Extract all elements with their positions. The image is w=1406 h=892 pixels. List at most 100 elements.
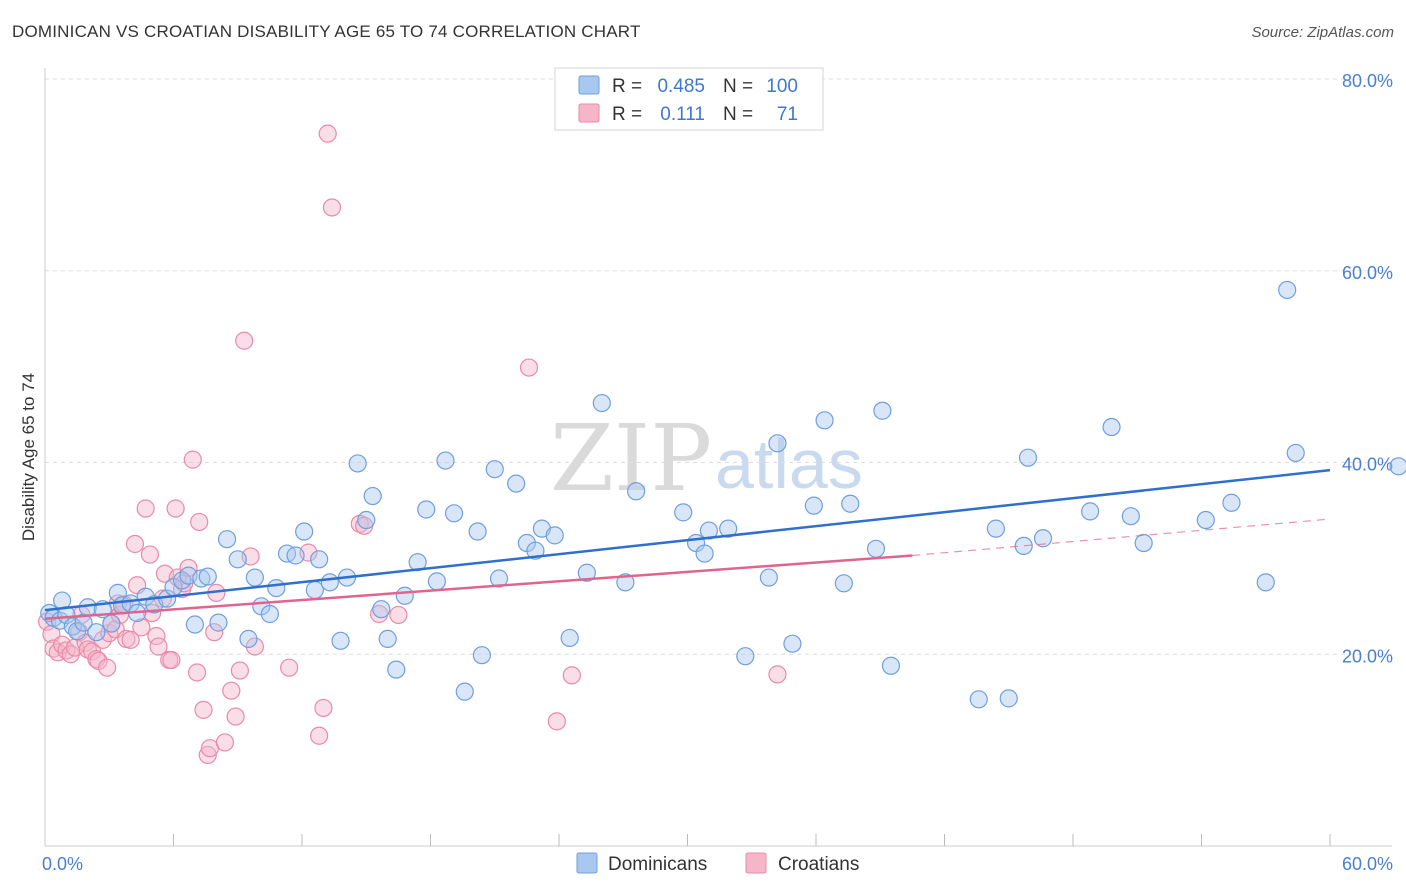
dominicans-point [217,530,237,549]
legend-n-label-1: N = [723,76,753,97]
series-legend-dominicans: Dominicans [608,854,707,875]
dominicans-point [1102,417,1121,437]
croatians-point [314,698,333,718]
dominicans-point [489,569,509,588]
y-tick-labels: 20.0% 40.0% 60.0% 80.0% [1342,71,1393,666]
dominicans-points [40,280,1406,709]
dominicans-point [260,604,279,624]
x-axis-ticks [173,834,1331,846]
dominicans-point [436,451,455,470]
y-tick-label-60: 60.0% [1342,263,1393,283]
dominicans-point [357,510,376,530]
croatians-point [280,658,299,677]
dominicans-point [545,526,564,545]
dominicans-point [560,628,579,648]
dominicans-point [1018,448,1038,467]
dominicans-point [485,460,504,479]
watermark-zip: ZIP [550,405,712,512]
dominicans-point [759,568,778,587]
croatians-point [547,712,566,731]
dominicans-point [348,454,367,473]
dominicans-point [468,522,487,541]
legend-r-value-2: 0.111 [660,104,705,125]
dominicans-point [286,546,305,565]
dominicans-point [245,568,264,587]
dominicans-point [387,660,406,679]
dominicans-point [1278,280,1297,300]
dominicans-point [1389,457,1406,476]
legend-r-value-1: 0.485 [657,76,705,97]
croatians-point [318,124,337,143]
gridlines [45,78,1392,655]
croatians-point [215,733,234,752]
dominicans-point [577,563,596,582]
croatians-point [187,663,207,682]
source-credit: Source: ZipAtlas.com [1251,24,1394,41]
dominicans-point [674,503,693,522]
croatians-point [98,658,117,677]
dominicans-point [526,541,545,560]
dominicans-point [507,474,526,493]
dominicans-point [841,494,860,513]
dominicans-point [1081,502,1100,521]
dominicans-point [427,572,447,591]
croatians-point [121,630,140,649]
dominicans-point [228,550,247,569]
dominicans-point [616,573,635,592]
correlation-legend: R = 0.485 N = 100 R = 0.111 N = 71 [554,67,824,131]
croatians-point [190,512,209,532]
croatians-point [149,637,168,656]
dominicans-point [455,682,474,701]
legend-swatch-croatians [578,103,600,123]
dominicans-point [185,615,205,634]
legend-r-label-2: R = [612,104,642,125]
x-tick-label-max: 60.0% [1342,854,1393,874]
croatians-point [222,681,241,700]
dominicans-point [57,605,76,625]
croatians-point [205,623,224,642]
dominicans-point [999,689,1018,708]
dominicans-point [363,486,382,506]
dominicans-point [768,434,787,453]
series-legend: Dominicans Croatians [576,852,859,875]
x-tick-label-min: 0.0% [42,854,83,874]
legend-n-value-1: 100 [766,76,798,97]
croatians-point [125,534,145,554]
y-tick-label-80: 80.0% [1342,71,1393,91]
dominicans-point [626,482,646,501]
dominicans-point [881,656,901,675]
y-tick-label-40: 40.0% [1342,455,1393,475]
croatians-point [519,358,539,377]
dominicans-point [378,629,397,649]
croatians-point [183,450,202,469]
dominicans-trend-line [44,468,1331,612]
dominicans-point [873,401,892,420]
y-tick-label-20: 20.0% [1342,646,1393,666]
dominicans-point [395,586,414,605]
trend-lines [44,468,1331,621]
croatians-point [162,650,181,670]
dominicans-point [331,631,350,650]
dominicans-point [239,629,258,649]
croatians-point [140,545,160,564]
dominicans-point [209,613,228,632]
dominicans-point [472,646,491,665]
series-legend-croatians: Croatians [778,854,859,875]
dominicans-point [295,522,314,541]
dominicans-point [1121,507,1140,526]
dominicans-point [695,544,714,563]
croatians-point [166,499,185,518]
croatians-point [198,745,217,765]
croatians-point [132,618,151,637]
croatians-point [226,707,245,726]
legend-swatch-dominicans [578,75,600,95]
dominicans-point [592,393,611,413]
dominicans-point [102,614,121,633]
dominicans-point [87,623,106,642]
dominicans-point [969,690,988,709]
dominicans-point [1256,573,1275,592]
legend-n-label-2: N = [723,104,753,125]
croatians-trend-extension [912,518,1331,557]
